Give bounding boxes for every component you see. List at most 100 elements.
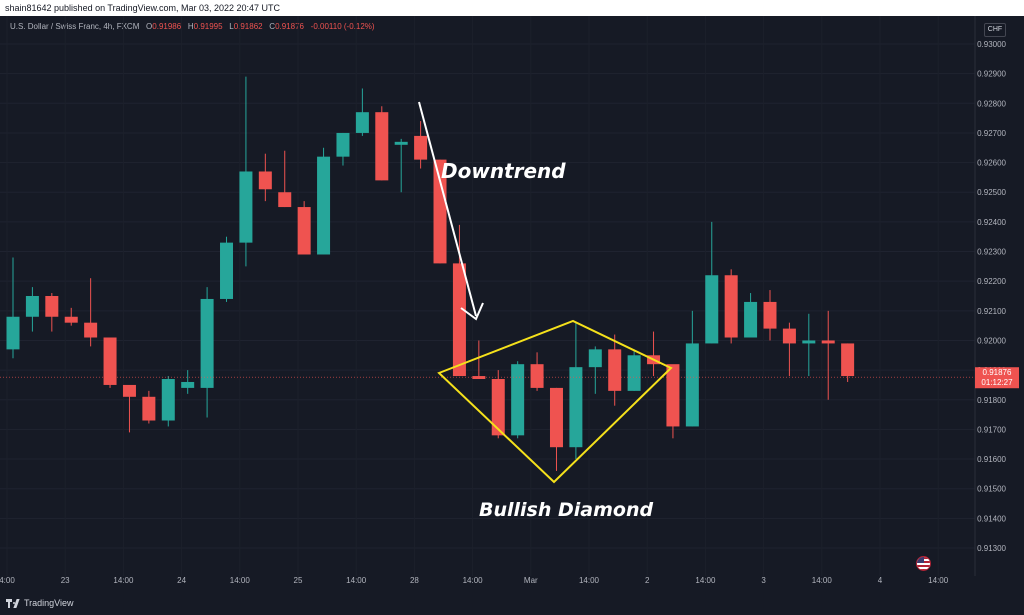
x-tick-label: 2 [645, 576, 650, 585]
candle-body [452, 263, 466, 377]
candle-body [744, 301, 758, 338]
us-flag-icon[interactable] [916, 556, 931, 571]
y-tick-label: 0.92100 [977, 307, 1006, 316]
price-label: 0.91876 01:12:27 [975, 367, 1019, 389]
high-label: H [187, 22, 194, 31]
candle-body [239, 171, 253, 243]
candle-body [355, 112, 369, 133]
footer: TradingView [0, 592, 1024, 615]
candle-body [841, 343, 855, 377]
candle-body [375, 112, 389, 181]
candle-body [297, 207, 311, 255]
candle-body [685, 343, 699, 427]
low-value: 0.91862 [233, 22, 263, 31]
x-tick-label: 25 [294, 576, 303, 585]
y-tick-label: 0.92200 [977, 277, 1006, 286]
candle-body [782, 328, 796, 344]
candle-body [433, 159, 447, 264]
y-tick-label: 0.93000 [977, 40, 1006, 49]
downtrend-annotation: Downtrend [418, 101, 566, 321]
candle-body [530, 364, 544, 388]
candle-body [511, 364, 525, 436]
price-label-box [975, 367, 1019, 389]
y-tick-label: 0.91500 [977, 485, 1006, 494]
symbol-name[interactable]: U.S. Dollar / Swiss Franc, 4h, FXCM [10, 22, 140, 31]
candle-body [608, 349, 622, 391]
price-chart[interactable]: 0.93000 0.92900 0.92800 0.92700 0.92600 0.925… [0, 16, 1024, 592]
y-tick-label: 0.92300 [977, 248, 1006, 257]
candle-body [45, 295, 59, 317]
y-tick-label: 0.91300 [977, 544, 1006, 553]
price-axis[interactable]: 0.93000 0.92900 0.92800 0.92700 0.92600 0.925… [974, 16, 1007, 576]
price-label-countdown: 01:12:27 [981, 378, 1013, 387]
x-tick-label: 14:00 [463, 576, 484, 585]
x-tick-label: 4:00 [0, 576, 15, 585]
x-tick-label: 14:00 [346, 576, 367, 585]
y-tick-label: 0.92400 [977, 218, 1006, 227]
candle-body [6, 316, 20, 350]
tradingview-logo[interactable]: TradingView [6, 598, 74, 608]
candle-body [724, 275, 738, 338]
candle-body [84, 322, 98, 338]
candle-body [200, 298, 214, 388]
candles [6, 76, 855, 471]
candle-body [64, 316, 78, 323]
candle-body [258, 171, 272, 190]
candle-body [278, 192, 292, 208]
x-tick-label: 23 [61, 576, 70, 585]
downtrend-label: Downtrend [441, 159, 566, 183]
y-tick-label: 0.92500 [977, 188, 1006, 197]
brand-name: TradingView [24, 598, 74, 608]
downtrend-arrow [418, 101, 477, 317]
y-tick-label: 0.92900 [977, 70, 1006, 79]
candle-body [705, 275, 719, 344]
time-axis[interactable]: 4:00 23 14:00 2 4 14:00 25 14:00 28 14:00 Mar 14:00… [0, 576, 949, 585]
diamond-label: Bullish Diamond [479, 499, 653, 521]
y-tick-label: 0.92700 [977, 129, 1006, 138]
symbol-legend: U.S. Dollar / Swiss Franc, 4h, FXCM O0.9… [10, 22, 375, 31]
y-tick-label: 0.92800 [977, 99, 1006, 108]
diamond-shape [437, 319, 673, 484]
candle-body [472, 376, 486, 380]
y-tick-label: 0.91600 [977, 455, 1006, 464]
x-tick-label: 14:00 [812, 576, 833, 585]
close-label: C [269, 22, 276, 31]
grid [0, 16, 975, 576]
candle-body [103, 337, 117, 385]
candle-body [122, 384, 136, 397]
low-label: L [229, 22, 234, 31]
candle-body [491, 379, 505, 436]
candle-body [414, 135, 428, 160]
arrow-head-icon [460, 302, 484, 321]
y-tick-label: 0.92600 [977, 159, 1006, 168]
tradingview-logo-icon [6, 598, 20, 608]
x-tick-label: 14:00 [113, 576, 134, 585]
publish-text: shain81642 published on TradingView.com,… [5, 3, 281, 13]
candle-body [666, 364, 680, 427]
change-value: -0.00110 (-0.12%) [310, 22, 375, 31]
currency-badge[interactable]: CHF [984, 23, 1006, 37]
x-tick-label: 14:00 [230, 576, 251, 585]
candle-body [802, 340, 816, 344]
diamond-annotation: Bullish Diamond [437, 319, 673, 521]
x-tick-label: 3 [761, 576, 766, 585]
x-tick-label: 14:00 [928, 576, 949, 585]
x-tick-label: 14:00 [579, 576, 600, 585]
close-value: 0.91876 [275, 22, 304, 31]
candle-body [181, 381, 195, 388]
candle-body [569, 367, 583, 448]
x-tick-label: 14:00 [695, 576, 716, 585]
high-value: 0.91995 [193, 22, 223, 31]
x-tick-label: Mar [524, 576, 538, 585]
candle-body [588, 349, 602, 368]
candle-body [763, 301, 777, 329]
candle-body [549, 387, 563, 448]
candle-body [394, 141, 408, 145]
x-tick-label: 28 [410, 576, 419, 585]
candle-body [336, 132, 350, 157]
y-tick-label: 0.91400 [977, 514, 1006, 523]
candle-body [317, 156, 331, 255]
candle-body [821, 340, 835, 344]
x-tick-label: 4 [878, 576, 883, 585]
candle-body [25, 295, 39, 317]
